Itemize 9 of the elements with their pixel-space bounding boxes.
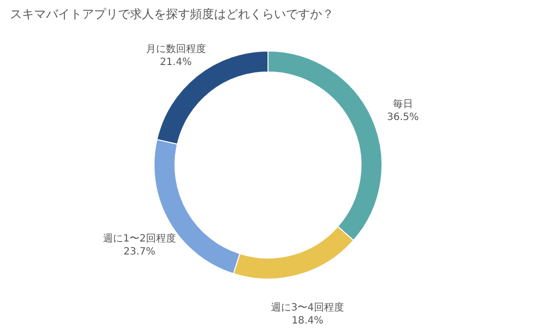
chart-title: スキマバイトアプリで求人を探す頻度はどれくらいですか？	[10, 7, 334, 21]
data-label: 18.4%	[292, 316, 324, 327]
data-label: 21.4%	[160, 57, 192, 68]
slice-label: 週に3〜4回程度	[271, 302, 344, 314]
data-label: 36.5%	[386, 112, 419, 124]
data-label: 23.7%	[124, 246, 156, 258]
slice-label: 毎日	[392, 98, 413, 110]
slice-label: 週に1〜2回程度	[103, 232, 176, 244]
slice-label: 月に数回程度	[146, 43, 206, 56]
